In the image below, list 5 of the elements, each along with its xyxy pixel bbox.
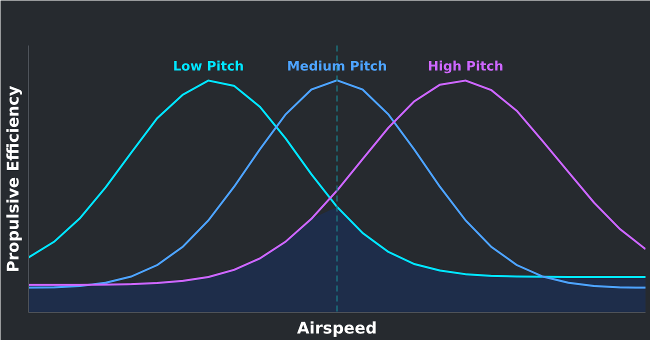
x-axis-title: Airspeed bbox=[297, 318, 377, 338]
series-label: High Pitch bbox=[428, 60, 504, 75]
series-label: Medium Pitch bbox=[287, 59, 388, 74]
y-axis-title: Propulsive Efficiency bbox=[4, 85, 22, 272]
series-label: Low Pitch bbox=[173, 60, 244, 75]
